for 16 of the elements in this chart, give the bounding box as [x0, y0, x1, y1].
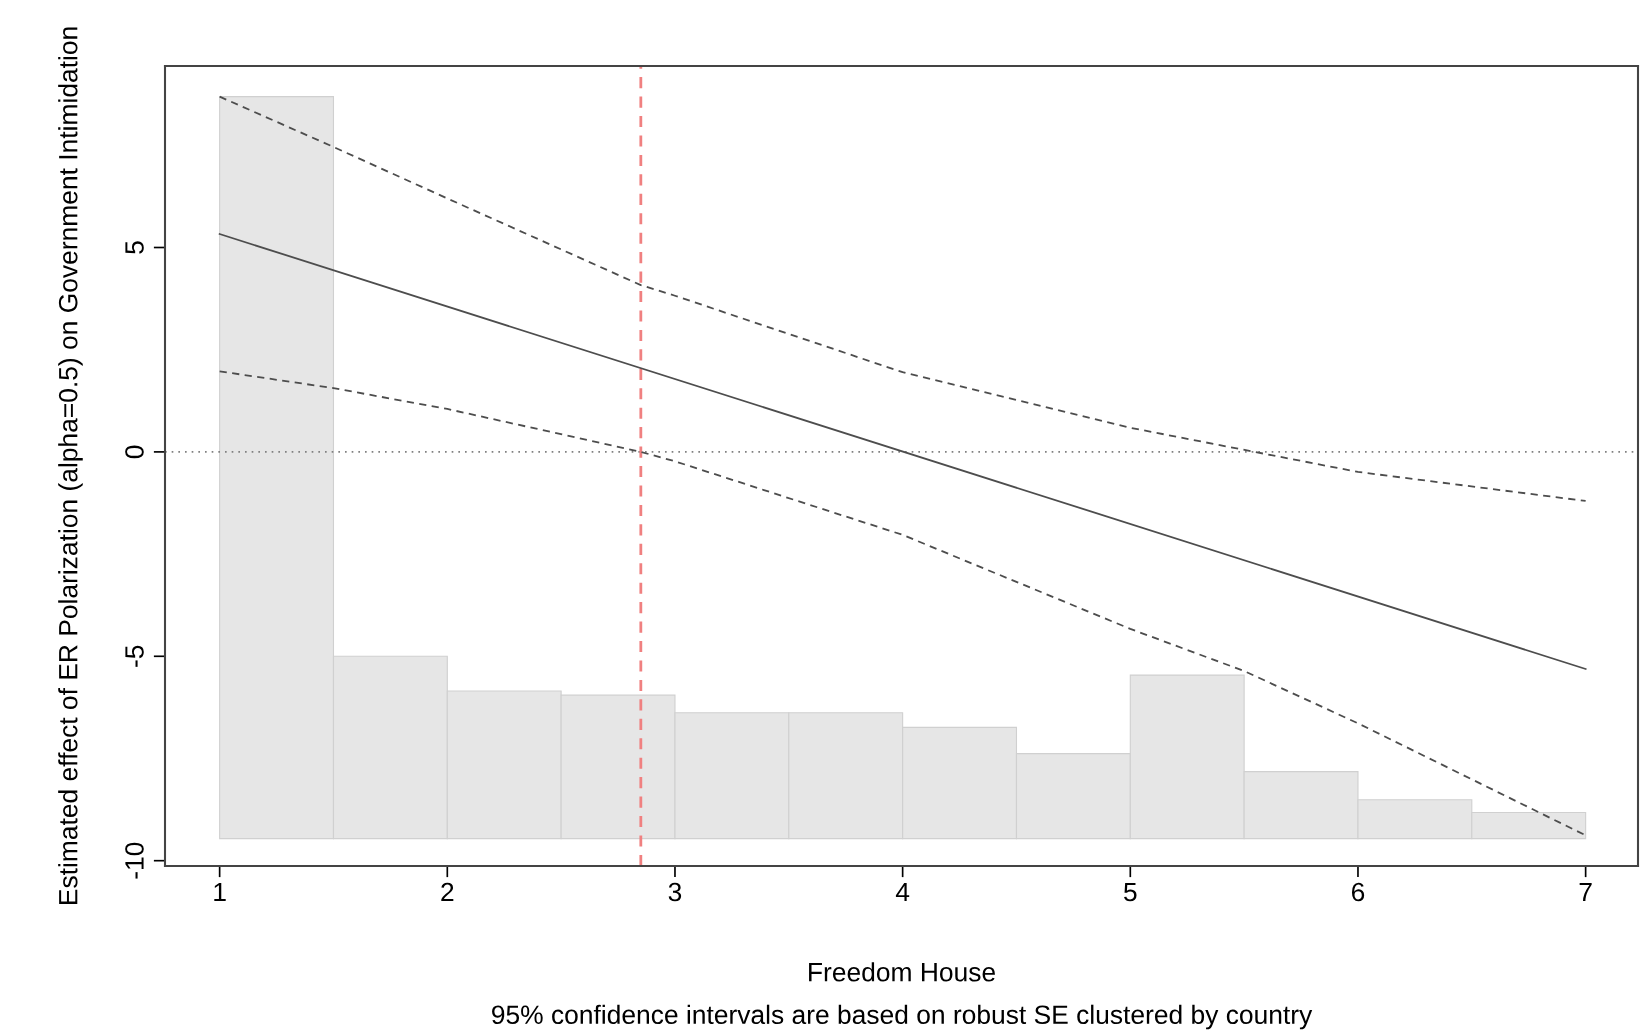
- y-tick-label: 0: [125, 445, 144, 459]
- y-axis-title: Estimated effect of ER Polarization (alpha=0.5) on Government Intimidation: [58, 27, 83, 904]
- x-tick-label: 4: [895, 882, 910, 902]
- x-tick-label: 5: [1124, 882, 1137, 902]
- y-tick-label: 5: [125, 241, 144, 254]
- text: 95% confidence intervals are based on robust SE clustered by country: [492, 1004, 1313, 1030]
- line-series: [218, 95, 1587, 502]
- x-tick-label: 6: [1351, 882, 1365, 902]
- line-series: [218, 370, 1587, 837]
- x-tick-label: 2: [441, 882, 454, 902]
- x-tick-label: 1: [214, 882, 226, 902]
- y-tick-label: -5: [125, 645, 144, 667]
- y-tick-label: -10: [125, 842, 144, 879]
- x-tick-label: 7: [1579, 882, 1592, 902]
- x-tick-label: 3: [668, 882, 682, 902]
- x-axis-title: Freedom House: [809, 962, 995, 982]
